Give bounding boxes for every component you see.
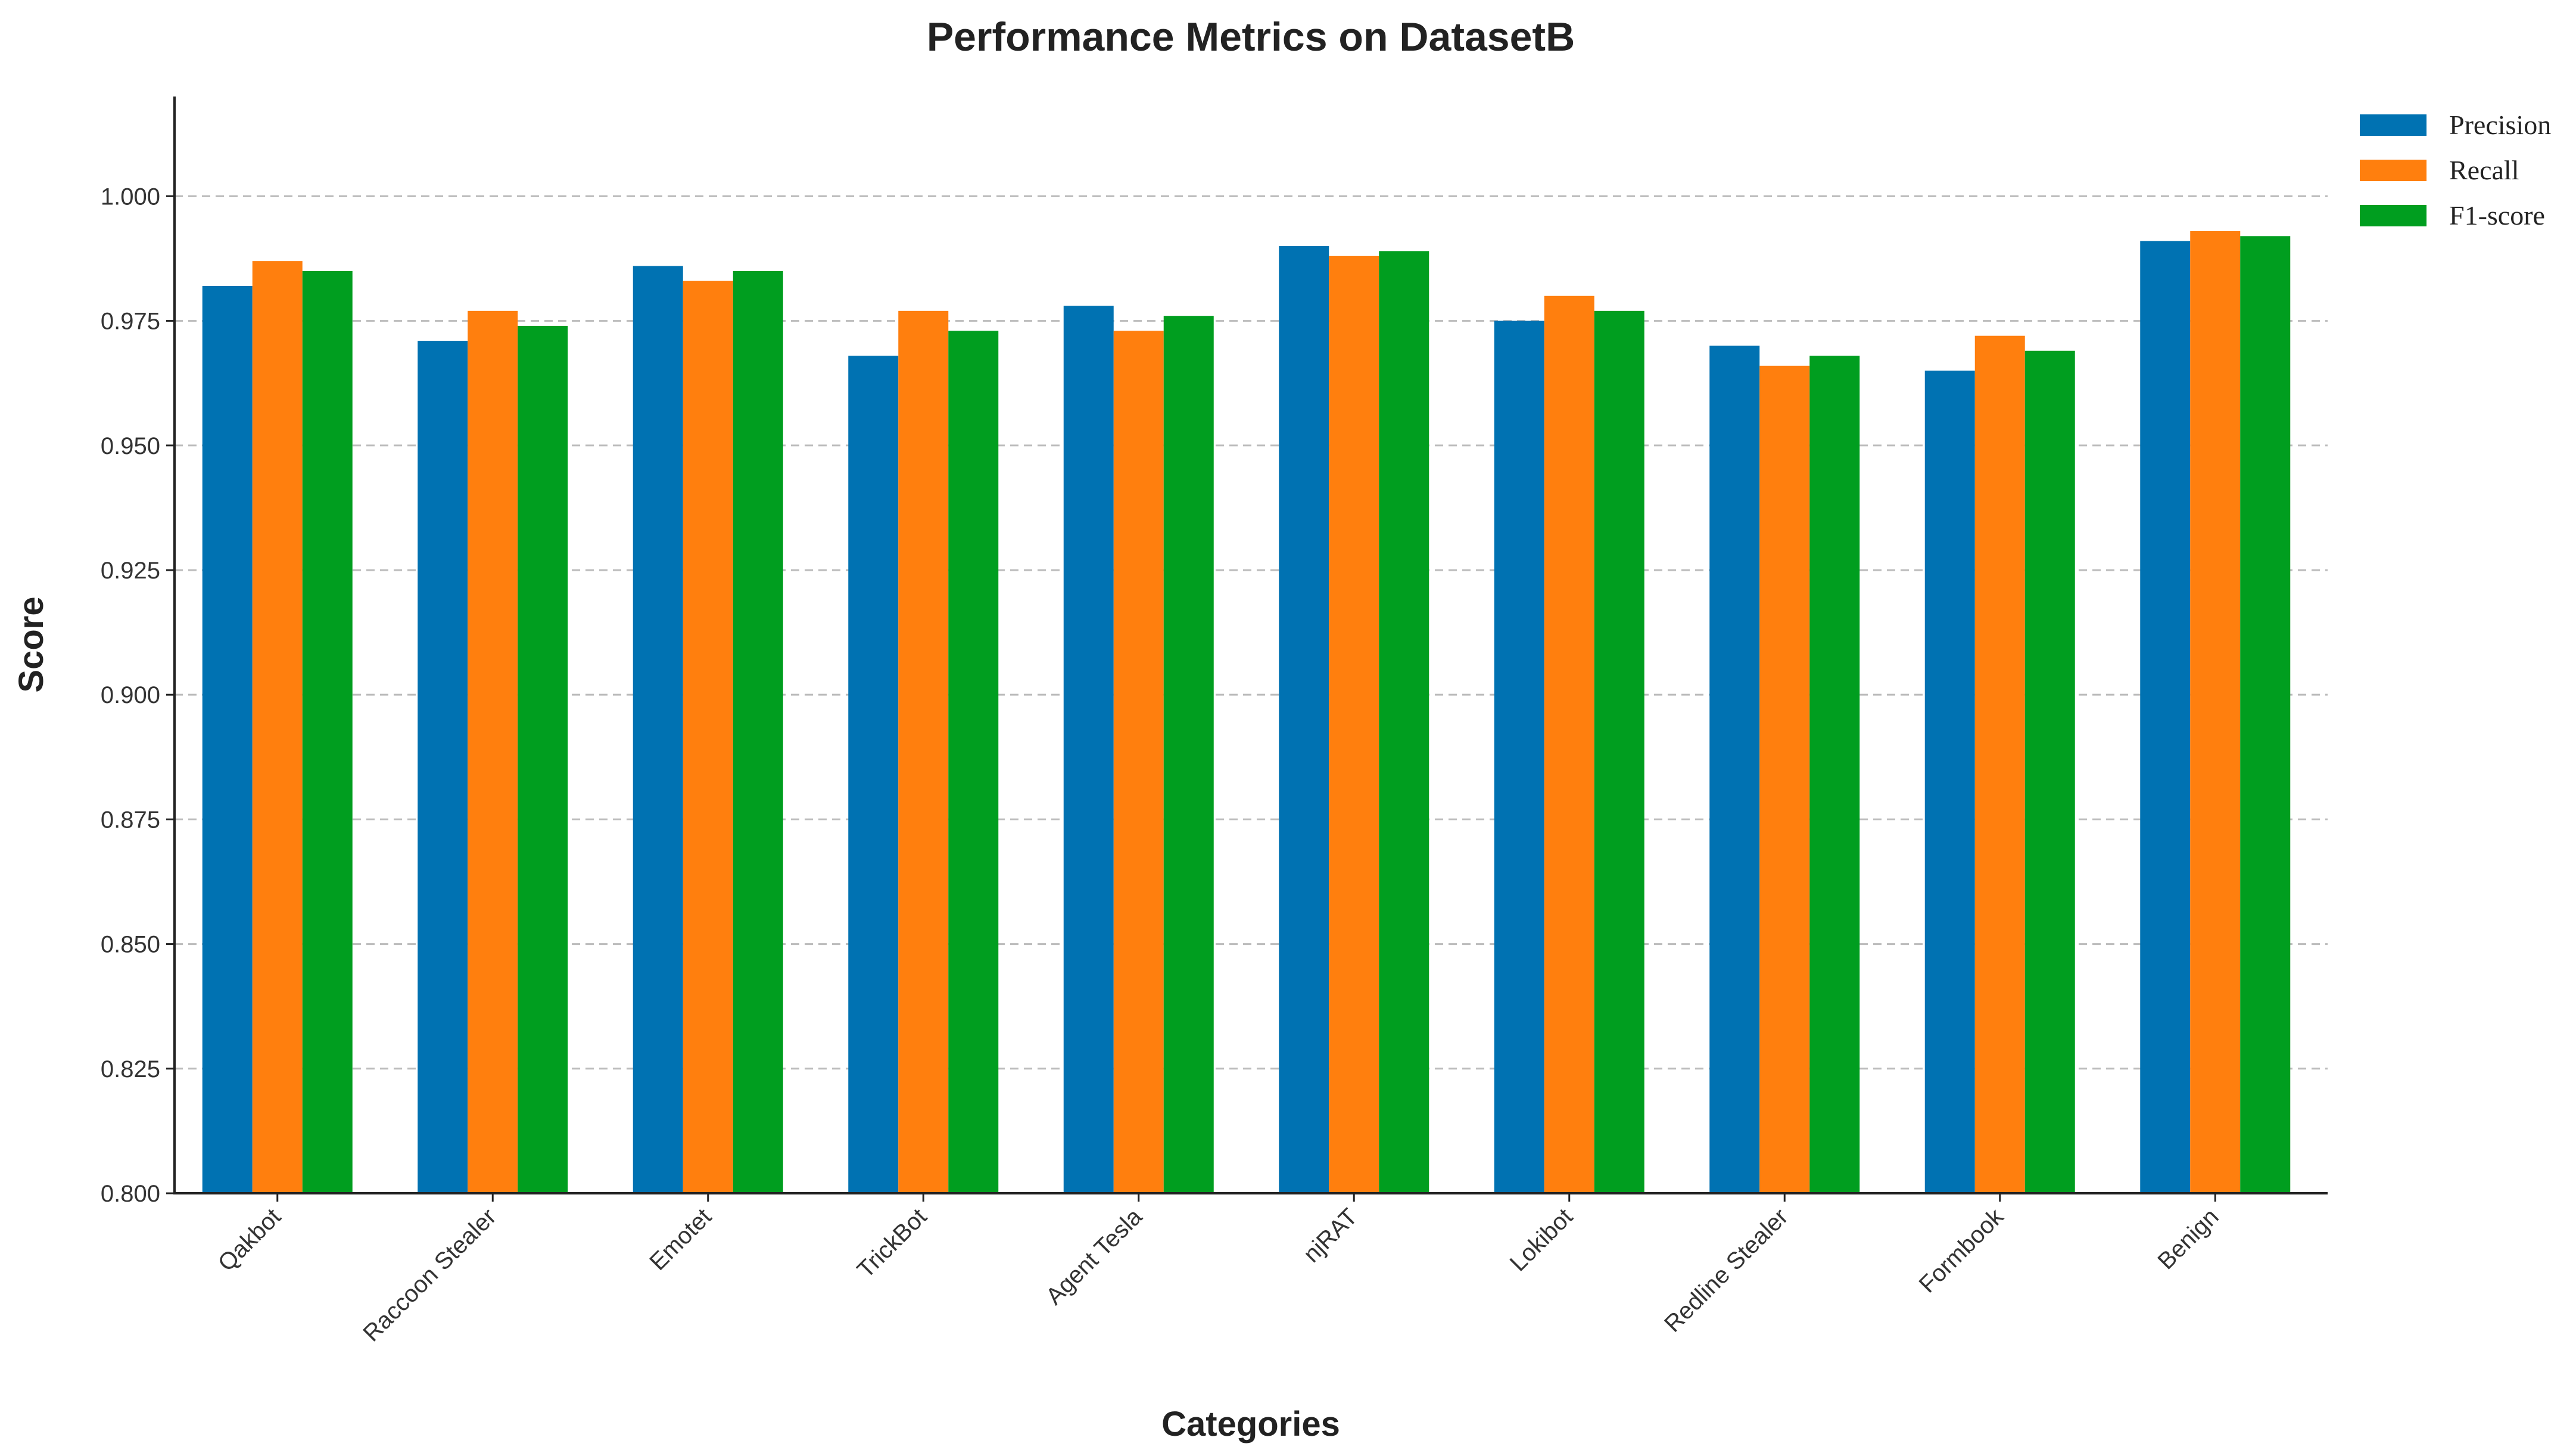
y-tick-label: 1.000 <box>101 183 160 210</box>
legend-label: F1-score <box>2449 200 2545 231</box>
x-tick-label: Raccoon Stealer <box>358 1203 501 1346</box>
legend-swatch <box>2360 114 2427 136</box>
bar-precision-lokibot <box>1494 321 1544 1194</box>
x-tick-label: Lokibot <box>1505 1203 1578 1276</box>
y-tick-label: 0.875 <box>101 807 160 833</box>
y-tick-label: 0.900 <box>101 682 160 708</box>
bar-recall-emotet <box>683 281 733 1193</box>
bar-f1-score-raccoon-stealer <box>518 325 568 1194</box>
y-tick-label: 0.800 <box>101 1181 160 1207</box>
legend-swatch <box>2360 160 2427 181</box>
bar-f1-score-lokibot <box>1594 310 1644 1194</box>
bar-recall-raccoon-stealer <box>468 310 518 1194</box>
bar-precision-emotet <box>633 266 683 1193</box>
bar-recall-agent-tesla <box>1113 331 1164 1193</box>
legend-label: Precision <box>2449 110 2551 140</box>
bar-recall-formbook <box>1974 335 2025 1193</box>
bar-precision-qakbot <box>202 285 253 1193</box>
legend-swatch <box>2360 205 2427 226</box>
bar-precision-agent-tesla <box>1063 306 1114 1193</box>
x-tick-label: njRAT <box>1298 1203 1363 1268</box>
y-axis-ticks: 0.800 0.825 0.850 0.875 0.900 0.925 0.950 0.975… <box>101 183 175 1207</box>
chart-title: Performance Metrics on DatasetB <box>927 14 1575 60</box>
bar-recall-lokibot <box>1544 295 1594 1193</box>
y-tick-label: 0.950 <box>101 433 160 459</box>
bar-f1-score-njrat <box>1379 251 1429 1194</box>
bar-recall-njrat <box>1329 256 1379 1193</box>
bar-precision-formbook <box>1924 371 1975 1193</box>
bar-precision-raccoon-stealer <box>418 341 468 1193</box>
bar-precision-trickbot <box>848 356 899 1193</box>
x-tick-label: Agent Tesla <box>1041 1203 1148 1310</box>
bar-recall-benign <box>2190 231 2241 1193</box>
y-tick-label: 0.925 <box>101 558 160 584</box>
bar-f1-score-redline-stealer <box>1809 356 1860 1193</box>
y-tick-label: 0.825 <box>101 1056 160 1082</box>
bar-precision-njrat <box>1279 246 1329 1194</box>
bar-f1-score-trickbot <box>948 331 999 1193</box>
x-tick-label: Benign <box>2153 1203 2223 1274</box>
bar-f1-score-benign <box>2240 236 2291 1193</box>
x-axis-ticks: Qakbot Raccoon Stealer Emotet TrickBot Agent… <box>213 1193 2224 1346</box>
bar-precision-benign <box>2140 241 2191 1194</box>
bar-recall-redline-stealer <box>1759 365 1810 1193</box>
bar-f1-score-emotet <box>733 270 783 1193</box>
legend-label: Recall <box>2449 155 2519 185</box>
bar-f1-score-formbook <box>2024 350 2075 1193</box>
legend: Precision Recall F1-score <box>2360 110 2551 231</box>
x-tick-label: Redline Stealer <box>1659 1203 1793 1337</box>
bars <box>202 231 2291 1194</box>
bar-f1-score-agent-tesla <box>1163 316 1214 1194</box>
y-axis-label: Score <box>12 596 51 692</box>
x-tick-label: TrickBot <box>852 1203 932 1283</box>
x-tick-label: Formbook <box>1914 1203 2009 1298</box>
bar-recall-trickbot <box>898 310 949 1194</box>
bar-precision-redline-stealer <box>1709 346 1760 1193</box>
y-tick-label: 0.850 <box>101 932 160 958</box>
x-axis-label: Categories <box>1161 1405 1340 1443</box>
x-tick-label: Qakbot <box>213 1203 286 1276</box>
y-tick-label: 0.975 <box>101 309 160 335</box>
bar-f1-score-qakbot <box>302 270 353 1193</box>
x-tick-label: Emotet <box>644 1203 717 1275</box>
bar-recall-qakbot <box>252 261 303 1193</box>
